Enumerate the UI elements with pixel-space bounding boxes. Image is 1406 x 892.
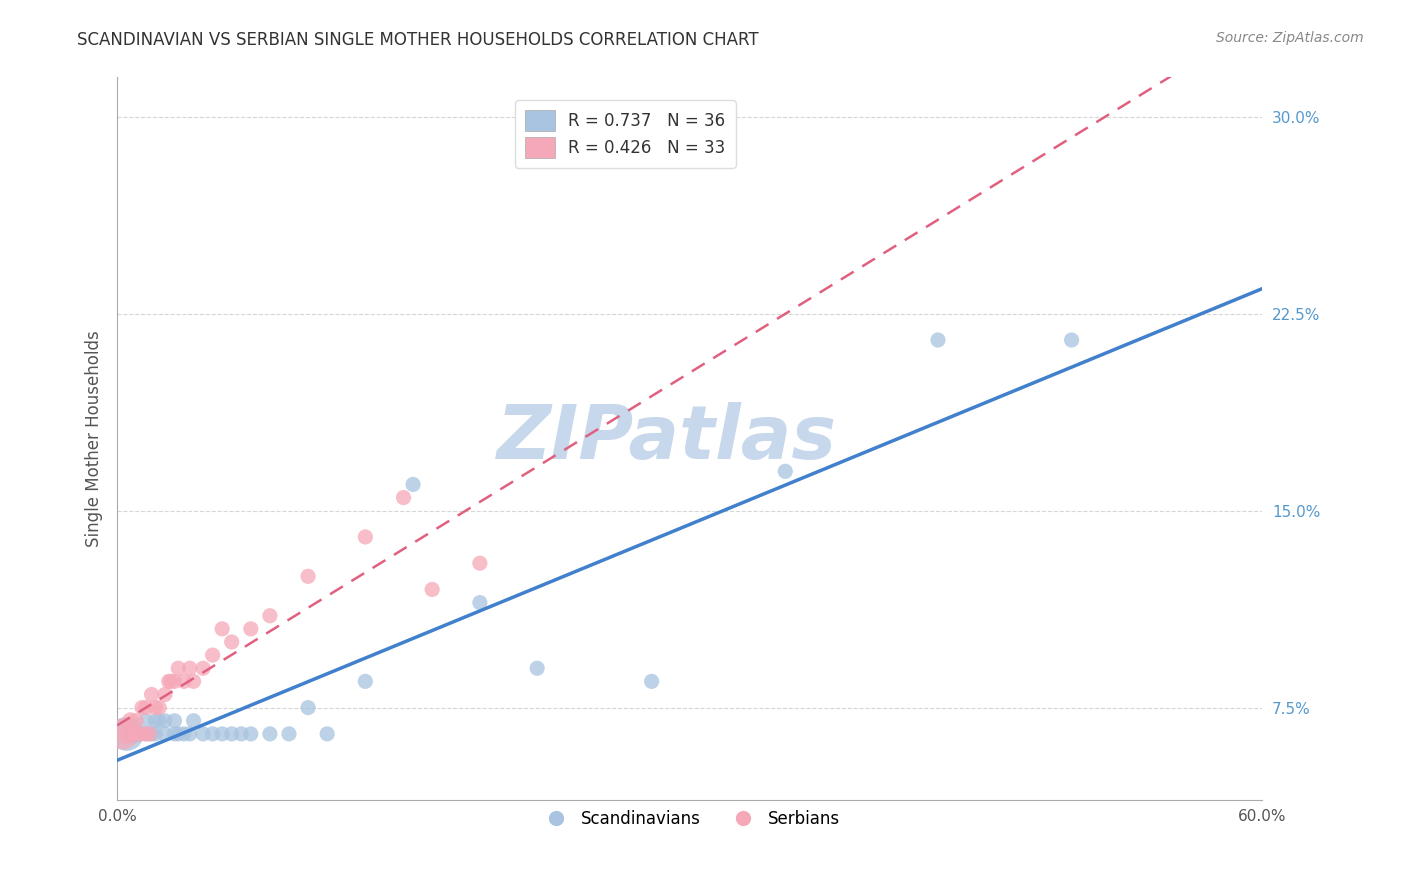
Point (1060, 333, 1083, 347)
Point (153, 714, 176, 728)
Text: SCANDINAVIAN VS SERBIAN SINGLE MOTHER HOUSEHOLDS CORRELATION CHART: SCANDINAVIAN VS SERBIAN SINGLE MOTHER HO… (77, 31, 759, 49)
Point (163, 714, 186, 728)
Point (179, 727, 201, 741)
Point (159, 674, 181, 689)
Point (392, 491, 415, 505)
Point (135, 727, 157, 741)
Legend: Scandinavians, Serbians: Scandinavians, Serbians (533, 803, 846, 835)
Point (167, 727, 190, 741)
Point (173, 727, 195, 741)
Point (211, 727, 233, 741)
Point (221, 635, 243, 649)
Text: ZIPatlas: ZIPatlas (496, 402, 837, 475)
Point (141, 727, 163, 741)
Point (183, 714, 205, 728)
Point (129, 727, 152, 741)
Point (179, 661, 201, 675)
Point (153, 688, 176, 702)
Point (145, 700, 167, 714)
Point (148, 700, 170, 714)
Point (402, 477, 425, 491)
Point (148, 714, 170, 728)
Point (135, 727, 157, 741)
Point (211, 622, 233, 636)
Point (526, 661, 548, 675)
Point (201, 727, 224, 741)
Point (297, 569, 319, 583)
Y-axis label: Single Mother Households: Single Mother Households (86, 330, 103, 547)
Point (125, 714, 148, 728)
Point (141, 688, 163, 702)
Point (153, 727, 176, 741)
Point (129, 727, 152, 741)
Point (111, 727, 134, 741)
Point (157, 674, 180, 689)
Point (125, 727, 148, 741)
Point (115, 727, 138, 741)
Point (163, 674, 186, 689)
Point (135, 714, 157, 728)
Point (138, 727, 160, 741)
Point (121, 727, 143, 741)
Point (135, 700, 157, 714)
Point (775, 464, 797, 478)
Point (173, 674, 195, 689)
Point (354, 530, 377, 544)
Point (239, 622, 262, 636)
Point (145, 714, 167, 728)
Point (927, 333, 949, 347)
Point (167, 661, 190, 675)
Point (259, 727, 281, 741)
Point (131, 700, 153, 714)
Point (420, 582, 443, 597)
Point (316, 727, 339, 741)
Text: Source: ZipAtlas.com: Source: ZipAtlas.com (1216, 31, 1364, 45)
Point (354, 674, 377, 689)
Point (115, 727, 138, 741)
Point (259, 608, 281, 623)
Point (468, 556, 491, 570)
Point (640, 674, 662, 689)
Point (145, 727, 167, 741)
Point (278, 727, 301, 741)
Point (297, 700, 319, 714)
Point (201, 648, 224, 662)
Point (120, 714, 142, 728)
Point (191, 727, 214, 741)
Point (239, 727, 262, 741)
Point (125, 727, 148, 741)
Point (468, 596, 491, 610)
Point (183, 674, 205, 689)
Point (221, 727, 243, 741)
Point (231, 727, 253, 741)
Point (163, 727, 186, 741)
Point (121, 727, 143, 741)
Point (191, 661, 214, 675)
